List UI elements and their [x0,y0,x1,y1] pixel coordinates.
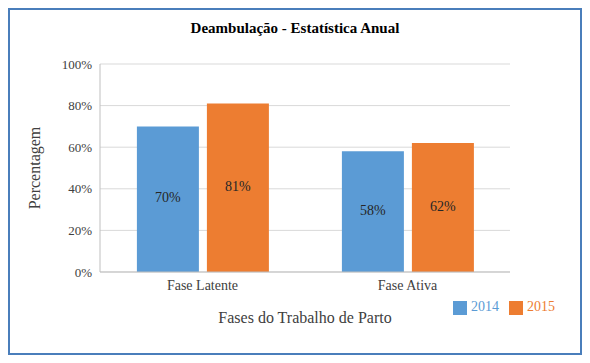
svg-text:Fase Ativa: Fase Ativa [378,278,438,293]
svg-text:81%: 81% [225,179,251,194]
svg-text:20%: 20% [68,223,92,238]
svg-text:62%: 62% [430,199,456,214]
svg-text:0%: 0% [75,265,93,280]
svg-text:100%: 100% [62,57,93,72]
svg-text:80%: 80% [68,98,92,113]
svg-text:Fases do Trabalho de Parto: Fases do Trabalho de Parto [218,309,391,326]
svg-text:60%: 60% [68,140,92,155]
svg-text:Percentagem: Percentagem [26,126,44,209]
html-text:2014: 2014 [471,299,499,314]
html-text:Deambulação - Estatística Anua: Deambulação - Estatística Anual [190,20,400,36]
html-text:2015: 2015 [527,299,555,314]
svg-text:40%: 40% [68,181,92,196]
svg-text:58%: 58% [360,203,386,218]
svg-text:70%: 70% [155,190,181,205]
svg-text:Fase Latente: Fase Latente [167,278,238,293]
